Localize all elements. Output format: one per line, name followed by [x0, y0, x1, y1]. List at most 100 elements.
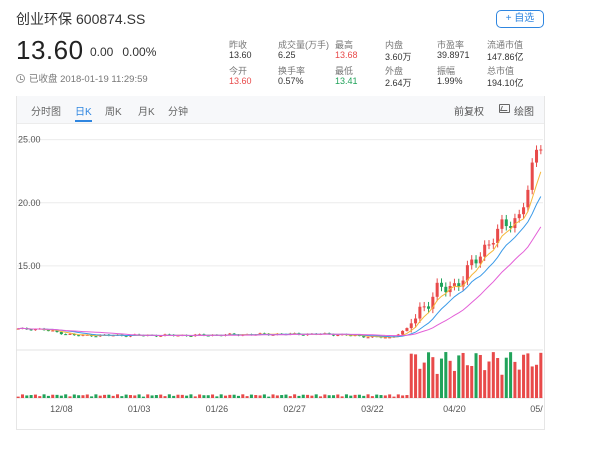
volume-bar — [513, 361, 517, 398]
candle-body — [491, 243, 495, 245]
tab-minute[interactable]: 分钟 — [168, 107, 188, 118]
volume-bar — [198, 394, 202, 398]
volume-bar — [232, 394, 236, 398]
volume-bar — [262, 394, 266, 398]
ma5-line — [18, 171, 542, 338]
stock-code: 600874.SS — [76, 11, 146, 27]
volume-bar — [137, 394, 141, 398]
volume-bar — [461, 352, 465, 398]
candle-body — [457, 283, 461, 287]
candle-body — [336, 334, 340, 336]
candle-body — [64, 334, 68, 336]
stat-label: 流通市值 — [487, 40, 524, 50]
volume-bar — [85, 394, 89, 398]
volume-bar — [42, 394, 46, 398]
tab-daily-k[interactable]: 日K — [75, 103, 92, 122]
volume-bar — [491, 352, 495, 398]
tab-monthly-k[interactable]: 月K — [138, 107, 155, 118]
change-percent: 0.00% — [122, 45, 157, 59]
volume-bar — [202, 395, 206, 398]
chart-panel: 分时图 日K 周K 月K 分钟 前复权 绘图 — [16, 96, 545, 430]
draw-button[interactable]: 绘图 — [514, 107, 534, 118]
candle-body — [301, 334, 305, 336]
volume-bar — [72, 394, 76, 398]
volume-bar — [323, 394, 327, 398]
volume-bar — [103, 394, 107, 398]
volume-bar — [293, 394, 297, 398]
volume-bar — [124, 394, 128, 398]
candle-body — [383, 337, 387, 339]
stat-value: 13.41 — [335, 76, 358, 86]
stat-label: 最低 — [335, 66, 354, 76]
volume-bar — [357, 394, 361, 398]
volume-bar — [496, 358, 500, 398]
volume-bar — [176, 394, 180, 398]
x-tick-label: 01/26 — [206, 404, 229, 414]
volume-bar — [349, 395, 353, 398]
volume-bar — [379, 395, 383, 398]
volume-bar — [487, 361, 491, 398]
tab-weekly-k[interactable]: 周K — [105, 107, 122, 118]
candle-body — [478, 256, 482, 264]
candle-body — [189, 336, 193, 338]
y-tick-label: 20.00 — [18, 198, 41, 208]
clock-icon — [16, 73, 25, 83]
candle-body — [228, 333, 232, 335]
volume-bar — [116, 394, 120, 398]
volume-bar — [539, 352, 543, 398]
candle-body — [366, 337, 370, 339]
candle-body — [535, 149, 539, 163]
adjust-button[interactable]: 前复权 — [454, 107, 484, 118]
volume-bar — [267, 396, 271, 398]
stat-label: 市盈率 — [437, 40, 465, 50]
candle-body — [452, 283, 456, 286]
volume-bar — [319, 396, 323, 398]
volume-bar — [163, 396, 167, 398]
stat-item: 振幅 1.99% — [437, 64, 463, 86]
volume-bar — [392, 396, 396, 398]
stock-title: 创业环保 600874.SS — [16, 9, 145, 29]
volume-bar — [223, 395, 228, 398]
candle-body — [176, 335, 180, 337]
candle-body — [435, 282, 439, 297]
volume-bar — [146, 394, 150, 398]
volume-bar — [522, 354, 526, 398]
candle-body — [159, 335, 163, 337]
stock-name: 创业环保 — [16, 11, 72, 27]
volume-bar — [258, 395, 262, 398]
stat-value: 13.60 — [229, 50, 252, 60]
volume-bar — [219, 394, 223, 398]
add-watchlist-button[interactable]: + 自选 — [496, 10, 544, 28]
volume-bar — [25, 395, 29, 398]
x-tick-label: 02/27 — [283, 404, 306, 414]
volume-bar — [439, 358, 443, 398]
candle-body — [539, 149, 543, 151]
stat-item: 总市值 194.10亿 — [487, 64, 524, 89]
volume-bar — [314, 394, 318, 398]
volume-bar — [457, 355, 461, 398]
volume-bar — [280, 395, 284, 398]
volume-bar — [120, 396, 124, 398]
volume-bar — [500, 374, 504, 398]
volume-bar — [370, 396, 374, 398]
candle-body — [422, 306, 426, 308]
draw-icon[interactable] — [499, 104, 510, 113]
volume-bar — [111, 395, 115, 398]
y-tick-label: 25.00 — [18, 135, 41, 145]
candle-body — [465, 265, 469, 281]
candle-body — [496, 228, 500, 244]
tab-intraday[interactable]: 分时图 — [31, 107, 61, 118]
stat-item: 成交量(万手) 6.25 — [278, 38, 329, 60]
volume-bar — [427, 352, 431, 398]
volume-bar — [98, 395, 102, 398]
volume-bar — [133, 395, 137, 398]
volume-bar — [297, 395, 301, 398]
volume-bar — [422, 362, 426, 398]
volume-bar — [474, 353, 478, 398]
candle-body — [444, 286, 448, 293]
candle-body — [414, 318, 418, 324]
volume-bar — [362, 395, 366, 398]
status-text: 已收盘 2018-01-19 11:29:59 — [29, 74, 148, 85]
volume-bar — [535, 364, 539, 398]
